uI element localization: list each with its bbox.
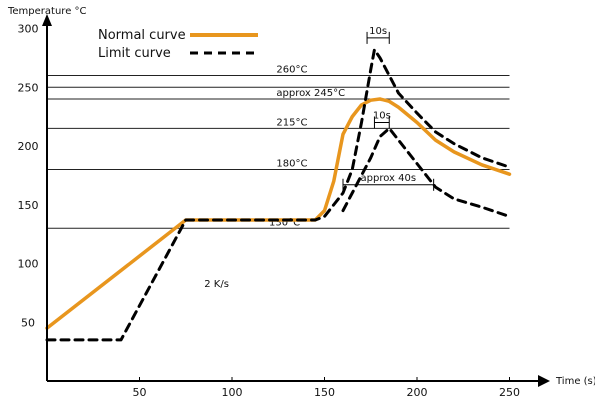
- reference-line-label: 180°C: [276, 159, 307, 170]
- legend-limit-label: Limit curve: [98, 46, 171, 61]
- reference-line-label: approx 245°C: [276, 88, 345, 99]
- y-tick-label: 100: [18, 258, 39, 271]
- x-tick-label: 250: [499, 386, 520, 399]
- legend-normal-label: Normal curve: [98, 28, 186, 43]
- annotations: 10s 10s approx 40s 2 K/s: [204, 26, 435, 290]
- x-tick-label: 200: [407, 386, 428, 399]
- reference-line-label: 130°C: [269, 217, 300, 228]
- y-tick-label: 200: [18, 140, 39, 153]
- x-axis-arrow: [538, 375, 550, 387]
- dimension-label: approx 40s: [361, 173, 417, 184]
- y-tick-label: 50: [21, 316, 35, 329]
- legend: Normal curve Limit curve: [98, 28, 258, 61]
- y-tick-label: 300: [18, 23, 39, 36]
- series-line: [45, 97, 512, 330]
- x-axis-label: Time (s): [555, 376, 595, 387]
- x-tick-label: 150: [314, 386, 335, 399]
- y-tick-label: 150: [18, 199, 39, 212]
- reference-lines: 260°C approx 245°C 215°C 180°C 130°C: [47, 65, 510, 229]
- dimension-label: 10s: [369, 26, 387, 37]
- dimension-label: 10s: [373, 111, 391, 122]
- series-line: [341, 126, 511, 218]
- x-tick-label: 100: [222, 386, 243, 399]
- reference-line-label: 260°C: [276, 65, 307, 76]
- series-layer: [45, 48, 512, 342]
- slope-label: 2 K/s: [204, 279, 229, 290]
- x-tick-label: 50: [133, 386, 147, 399]
- y-tick-label: 250: [18, 81, 39, 94]
- series-line: [45, 48, 511, 342]
- reference-line-label: 215°C: [276, 117, 307, 128]
- y-axis-arrow: [42, 14, 52, 26]
- axes: 50 100 150 200 250 50 100 150 200 250 300: [18, 14, 550, 399]
- y-axis-label: Temperature °C: [7, 6, 87, 17]
